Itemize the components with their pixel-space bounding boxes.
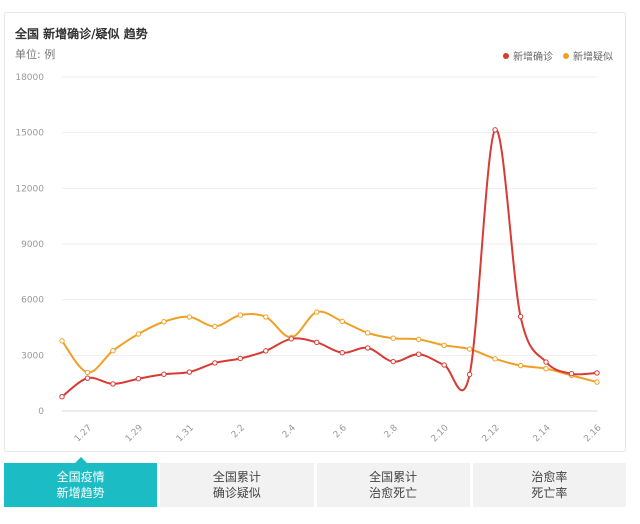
- data-point: [441, 362, 447, 368]
- data-point: [492, 356, 498, 362]
- x-tick-label: 1.29: [124, 423, 145, 444]
- chart-title: 全国 新增确诊/疑似 趋势: [15, 27, 148, 41]
- data-point: [314, 309, 320, 315]
- legend-item-confirmed[interactable]: 新增确诊: [503, 48, 553, 63]
- data-point: [365, 345, 371, 351]
- series-line-confirmed: [61, 128, 598, 398]
- x-tick-label: 2.16: [582, 423, 603, 444]
- data-point: [339, 318, 345, 325]
- data-point: [390, 335, 396, 341]
- data-point: [390, 358, 396, 365]
- tab-new-trend[interactable]: 全国疫情 新增趋势: [4, 457, 158, 507]
- y-tick-label: 0: [38, 407, 44, 417]
- chart-card: 全国 新增确诊/疑似 趋势 单位: 例 新增确诊 新增疑似: [4, 12, 626, 452]
- chart-legend: 新增确诊 新增疑似: [503, 48, 613, 63]
- tab-cumulative-recovered[interactable]: 全国累计 治愈死亡: [316, 463, 470, 507]
- data-point: [186, 369, 193, 375]
- data-point: [263, 348, 269, 354]
- y-tick-label: 6000: [21, 296, 44, 306]
- tab-label-line1: 全国累计: [212, 470, 261, 484]
- data-point: [492, 127, 498, 133]
- x-tick-label: 1.27: [73, 423, 94, 444]
- tab-rates[interactable]: 治愈率 死亡率: [472, 463, 626, 507]
- data-point: [543, 365, 549, 372]
- data-point: [365, 330, 371, 336]
- data-point: [212, 323, 218, 330]
- data-point: [263, 314, 269, 320]
- data-point: [466, 346, 473, 352]
- tab-cumulative-confirmed[interactable]: 全国累计 确诊疑似: [160, 463, 314, 507]
- data-point: [161, 371, 167, 377]
- data-point: [517, 362, 524, 369]
- legend-label-confirmed: 新增确诊: [513, 52, 553, 63]
- tab-label-line1: 全国累计: [369, 470, 418, 484]
- data-point: [186, 314, 193, 320]
- x-tick-label: 2.6: [332, 423, 349, 440]
- data-point: [314, 339, 320, 346]
- series-line-suspected: [61, 310, 598, 384]
- tab-label-line1: 全国疫情: [56, 470, 105, 484]
- legend-dot-icon: [563, 52, 569, 59]
- x-tick-label: 2.14: [532, 423, 553, 444]
- data-point: [568, 371, 575, 377]
- x-tick-label: 2.4: [281, 423, 298, 440]
- data-point: [441, 342, 447, 349]
- legend-label-suspected: 新增疑似: [573, 52, 613, 63]
- data-point: [59, 394, 65, 400]
- x-tick-label: 2.2: [230, 423, 247, 440]
- data-point: [161, 319, 167, 325]
- x-tick-label: 1.31: [175, 423, 196, 444]
- data-point: [135, 376, 142, 382]
- x-tick-label: 2.12: [481, 423, 502, 444]
- legend-dot-icon: [503, 52, 509, 59]
- data-point: [594, 370, 600, 376]
- y-tick-label: 18000: [15, 73, 44, 83]
- y-tick-label: 12000: [15, 184, 44, 194]
- y-tick-label: 15000: [15, 129, 44, 139]
- x-tick-label: 2.10: [430, 423, 451, 444]
- data-point: [517, 313, 524, 320]
- data-point: [288, 336, 294, 342]
- data-point: [466, 371, 473, 378]
- data-point: [543, 359, 549, 365]
- x-tick-label: 2.8: [383, 423, 400, 440]
- legend-item-suspected[interactable]: 新增疑似: [563, 48, 613, 63]
- data-point: [237, 312, 244, 318]
- data-point: [415, 336, 422, 343]
- data-point: [110, 381, 116, 387]
- data-point: [594, 379, 600, 385]
- data-point: [212, 360, 218, 366]
- data-point: [84, 369, 91, 376]
- data-point: [135, 331, 142, 337]
- tab-label-line1: 治愈率: [531, 470, 568, 484]
- data-point: [339, 350, 345, 356]
- tab-label-line2: 确诊疑似: [212, 486, 261, 500]
- tab-label-line2: 治愈死亡: [369, 486, 418, 500]
- data-point: [59, 338, 65, 344]
- data-point: [84, 375, 91, 381]
- tab-label-line2: 死亡率: [531, 486, 568, 500]
- line-chart: 0 3000 6000 9000 12000 15000 18000 1.27 1.29 1.31…: [15, 73, 604, 444]
- tab-label-line2: 新增趋势: [56, 486, 105, 500]
- unit-label: 单位: 例: [15, 48, 56, 61]
- data-point: [415, 351, 422, 357]
- y-tick-label: 3000: [21, 351, 44, 361]
- tab-bar: 全国疫情 新增趋势 全国累计 确诊疑似 全国累计 治愈死亡 治愈率 死亡率: [4, 457, 626, 507]
- data-point: [237, 355, 244, 362]
- y-tick-label: 9000: [21, 240, 44, 250]
- data-point: [110, 347, 116, 354]
